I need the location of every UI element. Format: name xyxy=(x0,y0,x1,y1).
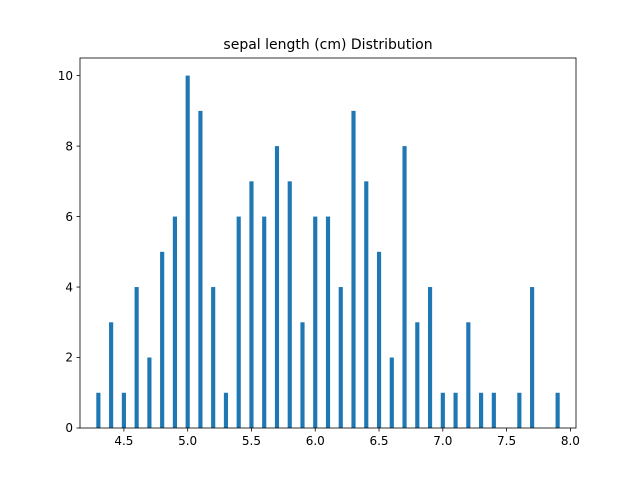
histogram-bar xyxy=(96,392,101,428)
histogram-bar xyxy=(338,287,343,428)
y-tick-label: 2 xyxy=(65,351,73,365)
histogram-bar xyxy=(376,251,382,428)
histogram-bar xyxy=(262,216,267,428)
histogram-bar xyxy=(389,357,394,428)
y-tick-label: 10 xyxy=(58,69,73,83)
plot-frame xyxy=(79,57,577,429)
histogram-bar xyxy=(211,287,216,428)
histogram-bar xyxy=(415,322,420,428)
x-tick-label: 5.5 xyxy=(242,434,261,448)
histogram-bar xyxy=(453,392,458,428)
histogram-bar xyxy=(249,181,254,428)
x-tick-label: 6.5 xyxy=(369,434,388,448)
histogram-bar xyxy=(517,392,522,428)
histogram-bar xyxy=(287,181,292,428)
histogram-bar xyxy=(364,181,369,428)
histogram-bar xyxy=(185,75,190,429)
y-tick-label: 4 xyxy=(65,280,73,294)
histogram-bar xyxy=(479,392,484,428)
x-tick-label: 8.0 xyxy=(561,434,580,448)
histogram-bar xyxy=(491,392,496,428)
histogram-bar xyxy=(427,287,433,428)
histogram-bar xyxy=(325,216,331,428)
histogram-bar xyxy=(121,392,126,428)
x-tick-label: 7.5 xyxy=(497,434,516,448)
histogram-bar xyxy=(402,146,407,428)
histogram-bar xyxy=(160,251,165,428)
y-tick-label: 8 xyxy=(65,139,73,153)
histogram-bar xyxy=(313,216,318,428)
histogram-bar xyxy=(530,287,535,428)
histogram-bar xyxy=(147,357,152,428)
histogram-bar xyxy=(236,216,241,428)
histogram-bar xyxy=(274,146,280,428)
histogram-bar xyxy=(172,216,177,428)
y-tick-label: 6 xyxy=(65,210,73,224)
histogram-bar xyxy=(466,322,471,428)
histogram-bar xyxy=(555,392,560,428)
ticks-group: 4.5 5.0 5.5 6.0 6.5 7.0 7.5 8.0 0 2 4 6 8 10 xyxy=(58,69,580,448)
histogram-bar xyxy=(134,287,139,428)
bars-group xyxy=(96,75,560,429)
chart-title: sepal length (cm) Distribution xyxy=(223,37,432,53)
x-tick-label: 6.0 xyxy=(306,434,325,448)
histogram-bar xyxy=(351,110,356,429)
histogram-bar xyxy=(109,322,114,428)
histogram-bar xyxy=(300,322,305,428)
x-tick-label: 4.5 xyxy=(114,434,133,448)
y-tick-label: 0 xyxy=(65,421,73,435)
histogram-bar xyxy=(198,110,203,429)
x-tick-label: 5.0 xyxy=(178,434,197,448)
x-tick-label: 7.0 xyxy=(433,434,452,448)
histogram-bar xyxy=(440,392,445,428)
histogram-bar xyxy=(223,392,229,428)
axes-group xyxy=(79,57,577,429)
